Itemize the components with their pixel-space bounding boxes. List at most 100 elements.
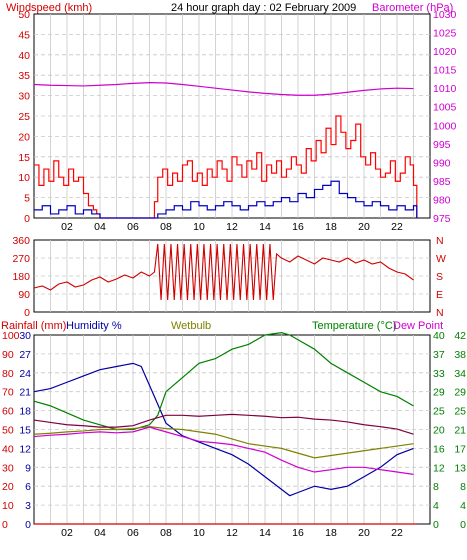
y-tick-label: 40 (18, 50, 30, 62)
y-tick-label: 270 (12, 253, 30, 265)
series-avgwind-line (34, 180, 418, 219)
x-tick-label: 02 (61, 527, 73, 539)
x-tick-label: 06 (127, 527, 139, 539)
y-tick-label: 25 (18, 111, 30, 123)
dewpoint-tick-label: 21 (454, 425, 466, 437)
humidity-tick-label: 15 (19, 425, 31, 437)
y-tick-label: 1020 (433, 46, 457, 58)
dewpoint-tick-label: 38 (454, 349, 466, 361)
x-tick-label: 06 (127, 221, 139, 233)
rain-tick-label: 0 (2, 519, 8, 531)
y-tick-label: 5 (24, 193, 30, 205)
x-tick-label: 20 (358, 221, 370, 233)
rain-tick-label: 30 (2, 462, 14, 474)
windspeed-axis-label: Windspeed (kmh) (6, 2, 92, 14)
x-tick-label: 14 (259, 221, 271, 233)
y-tick-label: 1010 (433, 83, 457, 95)
dewpoint-axis-label: Dew Point (393, 320, 443, 332)
series-dewpoint-line (33, 426, 414, 475)
x-tick-label: 20 (358, 527, 370, 539)
humidity-tick-label: 3 (25, 500, 31, 512)
dewpoint-tick-label: 8 (460, 481, 466, 493)
compass-tick-label: N (436, 235, 444, 247)
humidity-tick-label: 6 (25, 481, 31, 493)
y-tick-label: 980 (433, 194, 451, 206)
x-tick-label: 16 (292, 221, 304, 233)
x-tick-label: 14 (259, 527, 271, 539)
rain-tick-label: 90 (2, 349, 14, 361)
rain-tick-label: 70 (2, 387, 14, 399)
series-temperature-line (33, 332, 414, 431)
dewpoint-tick-label: 34 (454, 368, 466, 380)
y-tick-label: 180 (12, 271, 30, 283)
rain-tick-label: 20 (2, 481, 14, 493)
humidity-tick-label: 30 (19, 330, 31, 342)
rain-tick-label: 80 (2, 368, 14, 380)
rain-tick-label: 50 (2, 425, 14, 437)
x-tick-label: 10 (193, 527, 205, 539)
y-tick-label: 990 (433, 157, 451, 169)
x-tick-label: 08 (160, 527, 172, 539)
dewpoint-tick-label: 29 (454, 387, 466, 399)
x-tick-label: 08 (160, 221, 172, 233)
humidity-tick-label: 21 (19, 387, 31, 399)
x-tick-label: 12 (226, 221, 238, 233)
compass-tick-label: N (436, 307, 444, 319)
series-baro-line (33, 82, 414, 96)
series-gust-line (34, 115, 418, 219)
dewpoint-tick-label: 17 (454, 443, 466, 455)
humidity-tick-label: 27 (19, 349, 31, 361)
y-tick-label: 1025 (433, 28, 457, 40)
temperature-tick-label: 37 (433, 349, 445, 361)
humidity-tick-label: 12 (19, 443, 31, 455)
y-tick-label: 975 (433, 213, 451, 225)
humidity-tick-label: 24 (19, 368, 31, 380)
y-tick-label: 995 (433, 139, 451, 151)
series-humidity-line (33, 362, 414, 497)
temperature-tick-label: 4 (433, 500, 439, 512)
temperature-tick-label: 20 (433, 425, 445, 437)
temperature-tick-label: 33 (433, 368, 445, 380)
dewpoint-tick-label: 13 (454, 462, 466, 474)
y-tick-label: 1005 (433, 102, 457, 114)
x-tick-label: 02 (61, 221, 73, 233)
x-tick-label: 18 (325, 527, 337, 539)
y-tick-label: 50 (18, 9, 30, 21)
temperature-tick-label: 29 (433, 387, 445, 399)
rainfall-axis-label: Rainfall (mm) (1, 320, 66, 332)
wetbulb-label: Wetbulb (171, 320, 211, 332)
humidity-tick-label: 9 (25, 462, 31, 474)
x-tick-label: 22 (391, 221, 403, 233)
chart-title: 24 hour graph day : 02 February 2009 (171, 2, 356, 14)
temperature-tick-label: 12 (433, 462, 445, 474)
y-tick-label: 985 (433, 176, 451, 188)
y-tick-label: 1030 (433, 9, 457, 21)
temperature-tick-label: 16 (433, 443, 445, 455)
humidity-tick-label: 0 (25, 519, 31, 531)
y-tick-label: 1000 (433, 120, 457, 132)
dewpoint-tick-label: 25 (454, 406, 466, 418)
compass-tick-label: E (436, 289, 443, 301)
y-tick-label: 90 (18, 289, 30, 301)
compass-tick-label: W (436, 253, 446, 265)
rain-tick-label: 10 (2, 500, 14, 512)
temperature-tick-label: 40 (433, 330, 445, 342)
series-wetbulb-line (33, 426, 414, 459)
y-tick-label: 10 (18, 172, 30, 184)
rain-tick-label: 100 (2, 330, 20, 342)
x-tick-label: 12 (226, 527, 238, 539)
dewpoint-tick-label: 4 (460, 500, 466, 512)
rain-tick-label: 40 (2, 443, 14, 455)
x-tick-label: 10 (193, 221, 205, 233)
x-tick-label: 04 (94, 527, 106, 539)
barometer-axis-label: Barometer (hPa) (372, 2, 453, 14)
temperature-tick-label: 0 (433, 519, 439, 531)
y-tick-label: 1015 (433, 65, 457, 77)
y-tick-label: 35 (18, 70, 30, 82)
dewpoint-tick-label: 42 (454, 330, 466, 342)
humidity-axis-label: Humidity % (66, 320, 122, 332)
x-tick-label: 04 (94, 221, 106, 233)
